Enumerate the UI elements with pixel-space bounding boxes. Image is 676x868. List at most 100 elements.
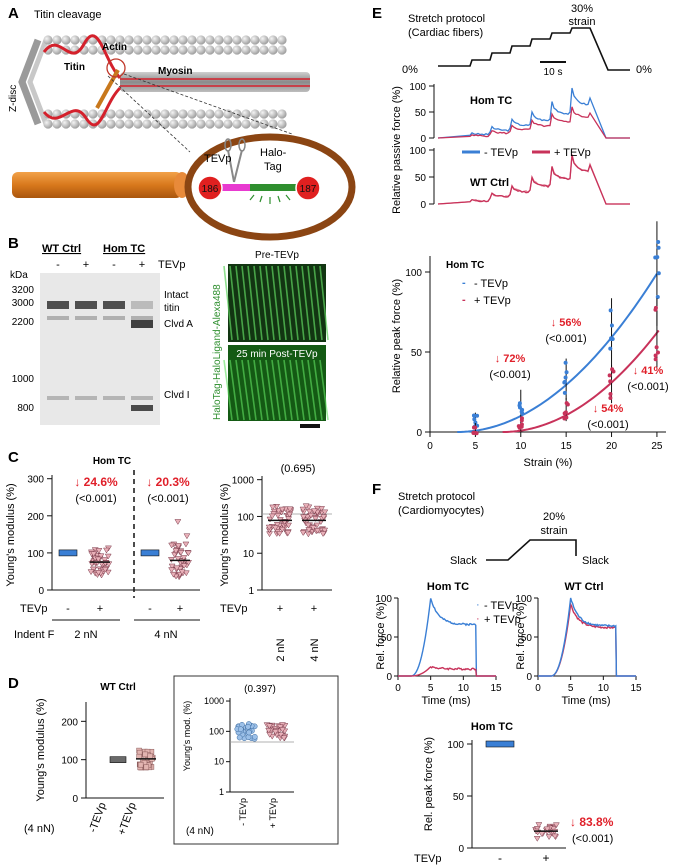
inset-minus-point <box>245 723 251 730</box>
halotag-glow <box>249 194 291 204</box>
actin-bead <box>124 119 134 129</box>
e-zero-right: 0% <box>636 64 652 76</box>
e-data-point <box>472 417 477 422</box>
actin-bead <box>151 109 161 119</box>
y-tick-label: 100 <box>27 549 44 560</box>
e-data-point <box>656 240 661 245</box>
inset-y-tick-label: 1000 <box>204 696 224 706</box>
log-point <box>276 530 284 537</box>
e-curve-legend-plus: + TEVp <box>474 295 511 307</box>
log-point <box>311 508 318 515</box>
halotag-label-2: Tag <box>264 161 282 173</box>
e-trace-y-label: Relative passive force (%) <box>391 86 403 214</box>
d-y-tick-label: 100 <box>61 756 78 767</box>
log-point <box>304 522 312 529</box>
actin-bead <box>160 45 170 55</box>
striation <box>241 359 251 421</box>
actin-bead <box>115 35 125 45</box>
actin-bead <box>205 119 215 129</box>
plus-point <box>168 567 176 574</box>
striation-pattern <box>223 265 329 421</box>
actin-bead <box>43 35 53 45</box>
actin-bead <box>205 109 215 119</box>
actin-bead <box>178 109 188 119</box>
e-fit-curve <box>502 329 660 433</box>
f-bottom-y-tick-label: 50 <box>453 792 465 803</box>
actin-bead <box>241 119 251 129</box>
actin-bead <box>187 119 197 129</box>
d-plus-point <box>143 764 150 770</box>
e-curve-title: Hom TC <box>446 260 484 271</box>
actin-bead <box>88 45 98 55</box>
panel-a: A Titin cleavage Z-disc Actin Titin Myos… <box>8 5 356 241</box>
actin-bead <box>160 35 170 45</box>
tevp-row-label: TEVp <box>20 603 48 615</box>
actin-bead <box>250 119 260 129</box>
actin-bead <box>196 35 206 45</box>
d-minus-cluster <box>109 756 127 763</box>
plus-point <box>174 543 182 549</box>
d-xcat: +TEVp <box>116 801 139 837</box>
striation <box>235 359 245 421</box>
e-data-point <box>609 323 614 328</box>
actin-bead <box>268 45 278 55</box>
lane-sign: + <box>83 259 89 271</box>
e-data-point <box>609 336 614 341</box>
f-bottom-y-tick-label: 100 <box>447 740 464 751</box>
log-point <box>314 527 321 534</box>
actin-bead <box>79 119 89 129</box>
e-anno-pct: ↓ 41% <box>633 365 664 377</box>
e-curve-y-tick-label: 0 <box>416 428 422 439</box>
scale-bar <box>300 424 320 428</box>
d-force: (4 nN) <box>24 823 55 835</box>
inset-p-value: (0.397) <box>244 684 276 695</box>
inset-scatter-points <box>234 721 289 742</box>
striation <box>277 359 287 421</box>
gel-bands <box>47 301 153 411</box>
force-4nn: 4 nN <box>154 629 177 641</box>
y-tick-label: 300 <box>27 475 44 486</box>
actin-bead <box>241 109 251 119</box>
actin-bead <box>268 35 278 45</box>
striation <box>319 265 329 341</box>
f-y-tick-label: 50 <box>521 633 533 644</box>
actin-bead <box>178 45 188 55</box>
e-anno-pct: ↓ 56% <box>551 317 582 329</box>
panel-c-title: Hom TC <box>93 456 131 467</box>
kda-label: kDa <box>10 270 28 281</box>
f-plus-point <box>533 836 541 842</box>
e-data-point <box>519 418 524 423</box>
e-trace-tick-label: 100 <box>409 82 426 93</box>
inset-xcat: - TEVp <box>238 798 248 826</box>
panel-d-title: WT Ctrl <box>100 682 136 693</box>
band-intact <box>47 301 69 309</box>
y-tick-label: 0 <box>38 586 44 597</box>
actin-bead <box>142 119 152 129</box>
log-point <box>274 512 282 519</box>
striation <box>313 359 323 421</box>
titin-spring <box>42 34 122 79</box>
e-data-point <box>655 295 660 300</box>
panel-a-title: Titin cleavage <box>34 9 101 21</box>
e-curve-legend-minus: - TEVp <box>474 278 508 290</box>
e-data-point <box>519 422 524 427</box>
f-p-value: (<0.001) <box>572 833 613 845</box>
e-force-trace <box>437 154 630 205</box>
actin-bead <box>232 119 242 129</box>
actin-bead <box>196 119 206 129</box>
log-point <box>312 516 319 522</box>
plus-point <box>104 553 112 560</box>
e-anno-p: (<0.001) <box>489 369 530 381</box>
striation <box>271 359 281 421</box>
actin-bead <box>232 45 242 55</box>
striation <box>235 265 245 341</box>
log-point <box>265 524 273 531</box>
band-label: Intact <box>164 290 189 301</box>
plus-point <box>104 569 112 576</box>
titin-label: Titin <box>64 62 85 73</box>
actin-bead <box>106 109 116 119</box>
f-plus-point <box>552 822 560 829</box>
log-point <box>273 522 281 528</box>
e-curve-x-label: Strain (%) <box>524 457 573 469</box>
plus-point <box>95 548 103 554</box>
